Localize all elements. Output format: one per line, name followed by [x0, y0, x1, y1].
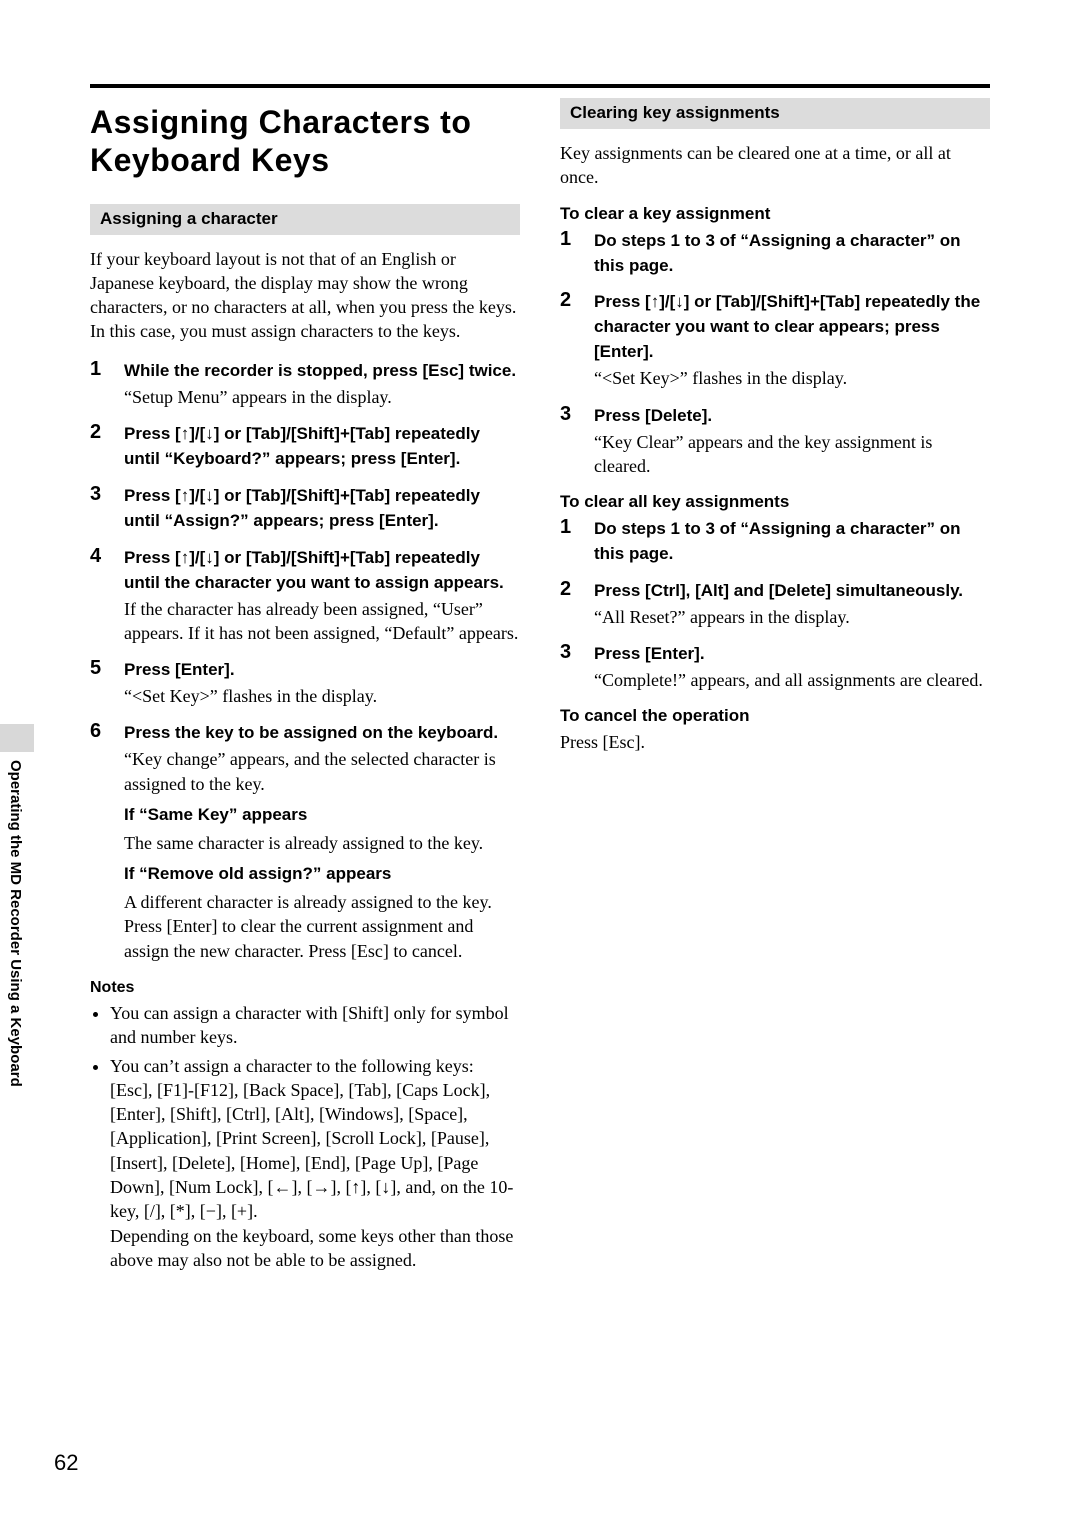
left-column: Assigning Characters to Keyboard Keys As… — [90, 98, 520, 1276]
columns: Assigning Characters to Keyboard Keys As… — [90, 98, 990, 1276]
steps-clear-one: Do steps 1 to 3 of “Assigning a characte… — [560, 228, 990, 479]
note-item: You can’t assign a character to the foll… — [110, 1054, 520, 1273]
page: Assigning Characters to Keyboard Keys As… — [0, 0, 1080, 1528]
step-lead: Press [↑]/[↓] or [Tab]/[Shift]+[Tab] rep… — [594, 292, 980, 361]
sub-heading-cancel: To cancel the operation — [560, 706, 990, 726]
step-body: If the character has already been assign… — [124, 597, 520, 646]
step: Do steps 1 to 3 of “Assigning a characte… — [560, 516, 990, 566]
note-item: You can assign a character with [Shift] … — [110, 1001, 520, 1050]
step-body: “Setup Menu” appears in the display. — [124, 385, 520, 409]
step-lead: Do steps 1 to 3 of “Assigning a characte… — [594, 231, 961, 275]
page-title: Assigning Characters to Keyboard Keys — [90, 104, 520, 180]
sub-body: The same character is already assigned t… — [124, 831, 520, 855]
step-body: “<Set Key>” flashes in the display. — [124, 684, 520, 708]
step-lead: Press [↑]/[↓] or [Tab]/[Shift]+[Tab] rep… — [124, 548, 504, 592]
step-body: “Key change” appears, and the selected c… — [124, 747, 520, 796]
step: Press [Delete]. “Key Clear” appears and … — [560, 403, 990, 479]
page-number: 62 — [54, 1450, 78, 1476]
step-body: “Complete!” appears, and all assignments… — [594, 668, 990, 692]
step-lead: Press [↑]/[↓] or [Tab]/[Shift]+[Tab] rep… — [124, 486, 480, 530]
sub-heading: If “Remove old assign?” appears — [124, 863, 520, 886]
notes-heading: Notes — [90, 979, 520, 997]
cancel-body: Press [Esc]. — [560, 730, 990, 754]
intro-right: Key assignments can be cleared one at a … — [560, 141, 990, 190]
step: Press [Enter]. “<Set Key>” flashes in th… — [90, 657, 520, 708]
step-lead: Do steps 1 to 3 of “Assigning a characte… — [594, 519, 961, 563]
step-lead: While the recorder is stopped, press [Es… — [124, 361, 516, 380]
step: Press [↑]/[↓] or [Tab]/[Shift]+[Tab] rep… — [560, 289, 990, 390]
intro-left: If your keyboard layout is not that of a… — [90, 247, 520, 344]
sub-body: A different character is already assigne… — [124, 890, 520, 963]
step: Press the key to be assigned on the keyb… — [90, 720, 520, 963]
right-column: Clearing key assignments Key assignments… — [560, 98, 990, 1276]
step-lead: Press [Enter]. — [594, 644, 705, 663]
step-lead: Press the key to be assigned on the keyb… — [124, 723, 498, 742]
step: Press [Ctrl], [Alt] and [Delete] simulta… — [560, 578, 990, 629]
step: While the recorder is stopped, press [Es… — [90, 358, 520, 409]
step-lead: Press [Delete]. — [594, 406, 712, 425]
step-lead: Press [Ctrl], [Alt] and [Delete] simulta… — [594, 581, 963, 600]
step-body: “All Reset?” appears in the display. — [594, 605, 990, 629]
sub-heading-clear-all: To clear all key assignments — [560, 492, 990, 512]
top-rule — [90, 84, 990, 88]
notes-list: You can assign a character with [Shift] … — [90, 1001, 520, 1272]
step: Do steps 1 to 3 of “Assigning a characte… — [560, 228, 990, 278]
step-lead: Press [↑]/[↓] or [Tab]/[Shift]+[Tab] rep… — [124, 424, 480, 468]
step-lead: Press [Enter]. — [124, 660, 235, 679]
step-body: “<Set Key>” flashes in the display. — [594, 366, 990, 390]
step: Press [↑]/[↓] or [Tab]/[Shift]+[Tab] rep… — [90, 545, 520, 645]
steps-assigning: While the recorder is stopped, press [Es… — [90, 358, 520, 963]
section-bar-assigning: Assigning a character — [90, 204, 520, 235]
steps-clear-all: Do steps 1 to 3 of “Assigning a characte… — [560, 516, 990, 692]
step: Press [↑]/[↓] or [Tab]/[Shift]+[Tab] rep… — [90, 483, 520, 533]
step: Press [Enter]. “Complete!” appears, and … — [560, 641, 990, 692]
sub-heading-clear-one: To clear a key assignment — [560, 204, 990, 224]
step: Press [↑]/[↓] or [Tab]/[Shift]+[Tab] rep… — [90, 421, 520, 471]
sub-heading: If “Same Key” appears — [124, 804, 520, 827]
section-bar-clearing: Clearing key assignments — [560, 98, 990, 129]
step-body: “Key Clear” appears and the key assignme… — [594, 430, 990, 479]
